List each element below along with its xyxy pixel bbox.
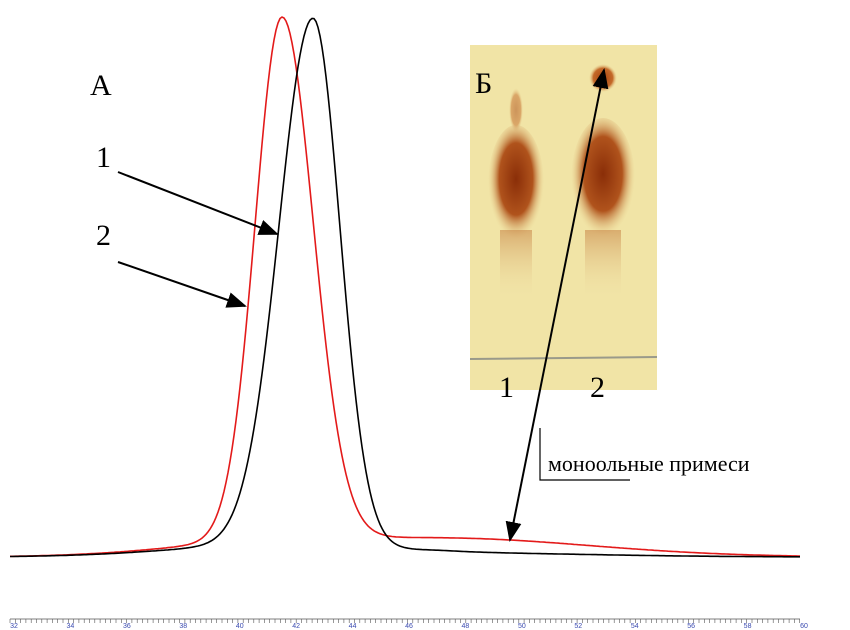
curve-1 [10, 17, 800, 558]
annotation: моноольные примеси [548, 451, 750, 476]
axis-label: 60 [800, 623, 808, 630]
axis-label: 56 [687, 623, 695, 630]
tlc-plate [469, 45, 658, 390]
curve-label: 2 [96, 219, 111, 252]
axis-label: 52 [574, 623, 582, 630]
axis: 32 34 36 38 40 42 44 46 48 50 52 54 56 58 60 [9, 618, 808, 630]
axis-label: 48 [462, 623, 470, 630]
axis-label: 38 [179, 623, 187, 630]
curve-label: 1 [96, 141, 111, 174]
axis-label: 36 [123, 623, 131, 630]
arrow [505, 68, 609, 542]
arrow [117, 171, 279, 235]
lane-label: 1 [499, 371, 514, 404]
axis-label: 32 [10, 623, 18, 630]
axis-label: 54 [631, 623, 639, 630]
curve-2 [10, 16, 800, 558]
arrow [117, 261, 247, 308]
axis-label: 50 [518, 623, 526, 630]
axis-label: 44 [349, 623, 357, 630]
panel-label: Б [475, 67, 492, 100]
axis-label: 58 [744, 623, 752, 630]
axis-label: 42 [292, 623, 300, 630]
axis-label: 40 [236, 623, 244, 630]
panel-label: А [90, 69, 112, 102]
axis-label: 34 [67, 623, 75, 630]
lane-label: 2 [590, 371, 605, 404]
bracket [539, 428, 630, 481]
axis-label: 46 [405, 623, 413, 630]
